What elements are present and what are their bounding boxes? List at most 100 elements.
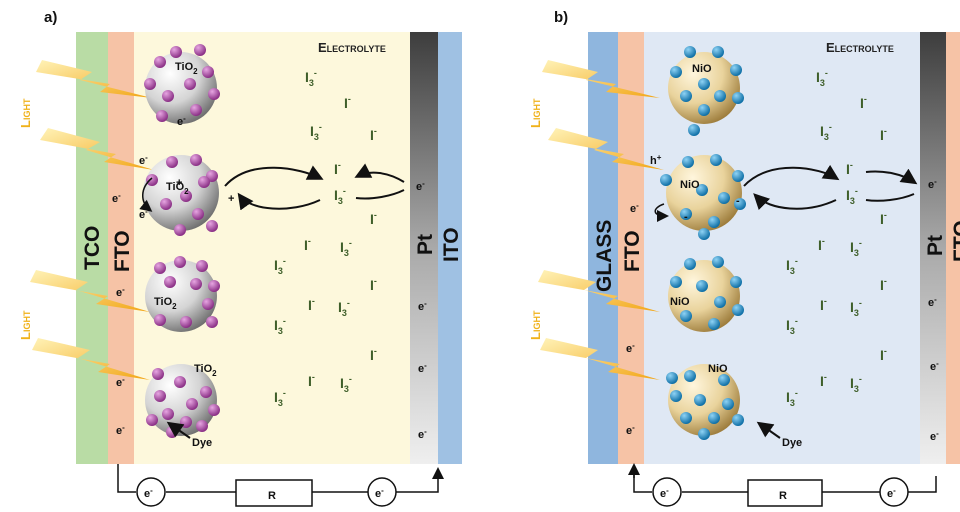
svg-text:e-: e- bbox=[418, 427, 427, 441]
svg-text:I3-: I3- bbox=[850, 298, 862, 318]
electrolyte-label-b: Electrolyte bbox=[826, 40, 894, 55]
pt-label-b: Pt bbox=[924, 235, 947, 256]
svg-text:e-: e- bbox=[116, 285, 125, 299]
hole-plus: + bbox=[176, 177, 182, 189]
tio2-label: TiO2 bbox=[175, 61, 198, 76]
fto-label-b: FTO bbox=[621, 230, 644, 272]
regeneration-arrow bbox=[354, 163, 405, 183]
svg-text:e-: e- bbox=[116, 375, 125, 389]
electron-node bbox=[136, 477, 166, 507]
svg-text:I-: I- bbox=[370, 210, 377, 227]
light-label-b-bottom: Light bbox=[528, 310, 543, 340]
glass-label: GLASS bbox=[593, 220, 616, 292]
light-label-a-top: Light bbox=[18, 98, 33, 128]
svg-text:I3-: I3- bbox=[846, 186, 858, 206]
svg-text:e-: e- bbox=[112, 191, 121, 205]
ions-b: I3- I- I3- I- I- I3- I- I- I3- I3- I- I-… bbox=[786, 68, 887, 408]
tio2-label: TiO2 bbox=[166, 181, 189, 196]
light-bolt-icon bbox=[538, 60, 664, 380]
nio-label: NiO bbox=[670, 296, 690, 308]
electron-injection-arrow bbox=[139, 177, 153, 212]
electron-node bbox=[652, 477, 682, 507]
svg-text:I3-: I3- bbox=[786, 256, 798, 276]
circuit-wire bbox=[166, 470, 438, 493]
svg-text:I-: I- bbox=[880, 210, 887, 227]
svg-text:I-: I- bbox=[334, 160, 341, 177]
svg-text:I-: I- bbox=[860, 94, 867, 111]
svg-text:e-: e- bbox=[928, 177, 937, 191]
fto-layer bbox=[108, 32, 134, 464]
light-label-a-bottom: Light bbox=[18, 310, 33, 340]
electrolyte-label-a: Electrolyte bbox=[318, 40, 386, 55]
fto-layer bbox=[618, 32, 644, 464]
svg-text:I3-: I3- bbox=[334, 186, 346, 206]
svg-text:I-: I- bbox=[370, 346, 377, 363]
minus-charge: - bbox=[684, 211, 688, 223]
svg-text:I3-: I3- bbox=[274, 388, 286, 408]
svg-text:I-: I- bbox=[308, 296, 315, 313]
tio2-label: TiO2 bbox=[154, 296, 177, 311]
svg-text:I3-: I3- bbox=[786, 388, 798, 408]
svg-text:I3-: I3- bbox=[340, 238, 352, 258]
svg-text:I3-: I3- bbox=[274, 316, 286, 336]
svg-text:I-: I- bbox=[820, 296, 827, 313]
redox-arrow bbox=[224, 165, 324, 187]
nio-label: NiO bbox=[708, 363, 728, 375]
nio-label: NiO bbox=[680, 179, 700, 191]
fto-label-a: FTO bbox=[111, 230, 134, 272]
svg-text:e-: e- bbox=[928, 295, 937, 309]
svg-text:I3-: I3- bbox=[786, 316, 798, 336]
svg-text:I-: I- bbox=[370, 276, 377, 293]
ito-layer bbox=[438, 32, 462, 464]
dye-label-a: Dye bbox=[192, 437, 212, 449]
electron-node-label: e- bbox=[660, 486, 669, 500]
svg-text:I-: I- bbox=[820, 372, 827, 389]
resistor-label-b: R bbox=[779, 490, 787, 502]
svg-text:I3-: I3- bbox=[338, 298, 350, 318]
panel-a: a) TCO FTO Pt ITO Electrolyte Light Ligh… bbox=[18, 9, 463, 507]
svg-text:e-: e- bbox=[930, 359, 939, 373]
nio-label: NiO bbox=[692, 63, 712, 75]
svg-text:I-: I- bbox=[880, 276, 887, 293]
panel-b-tag: b) bbox=[554, 9, 568, 26]
regeneration-arrow bbox=[865, 168, 918, 185]
redox-arrow bbox=[753, 193, 837, 211]
svg-text:I-: I- bbox=[846, 160, 853, 177]
svg-text:e-: e- bbox=[626, 341, 635, 355]
pt-label-a: Pt bbox=[414, 234, 437, 255]
dye-molecules-b bbox=[660, 46, 746, 440]
circuit-wire bbox=[633, 470, 652, 493]
pt-layer bbox=[920, 32, 946, 464]
svg-text:I-: I- bbox=[308, 372, 315, 389]
dye-label-b: Dye bbox=[782, 437, 802, 449]
electron-node bbox=[367, 477, 397, 507]
resistor-label-a: R bbox=[268, 490, 276, 502]
svg-text:I-: I- bbox=[370, 126, 377, 143]
svg-text:I-: I- bbox=[304, 236, 311, 253]
electron-node-label: e- bbox=[144, 486, 153, 500]
fto-label-right: FTO bbox=[950, 220, 960, 262]
svg-text:I3-: I3- bbox=[850, 374, 862, 394]
hole-injection-arrow bbox=[654, 203, 669, 222]
tco-label: TCO bbox=[81, 226, 104, 270]
pt-layer bbox=[410, 32, 438, 464]
svg-text:e-: e- bbox=[630, 201, 639, 215]
circuit-wire bbox=[682, 476, 937, 493]
hole-plus: + bbox=[228, 193, 234, 205]
electron-labels-a: e- e- e- e- e- e- e- e- e- e- e- bbox=[112, 114, 427, 441]
svg-text:e-: e- bbox=[418, 299, 427, 313]
svg-text:I-: I- bbox=[880, 346, 887, 363]
dye-molecules-a bbox=[144, 44, 220, 438]
glass-layer bbox=[588, 32, 618, 464]
panel-a-tag: a) bbox=[44, 9, 57, 26]
svg-text:I3-: I3- bbox=[305, 68, 317, 88]
regeneration-arrow bbox=[355, 189, 405, 200]
svg-text:I3-: I3- bbox=[340, 374, 352, 394]
electron-node bbox=[879, 477, 909, 507]
tio2-label: TiO2 bbox=[194, 363, 217, 378]
svg-text:I3-: I3- bbox=[310, 122, 322, 142]
svg-text:I-: I- bbox=[344, 94, 351, 111]
ions-a: I3- I- I3- I- I- I3- I- I- I3- I3- I- I-… bbox=[274, 68, 377, 408]
hole-label: h+ bbox=[650, 153, 662, 167]
light-bolt-icon bbox=[30, 60, 154, 380]
